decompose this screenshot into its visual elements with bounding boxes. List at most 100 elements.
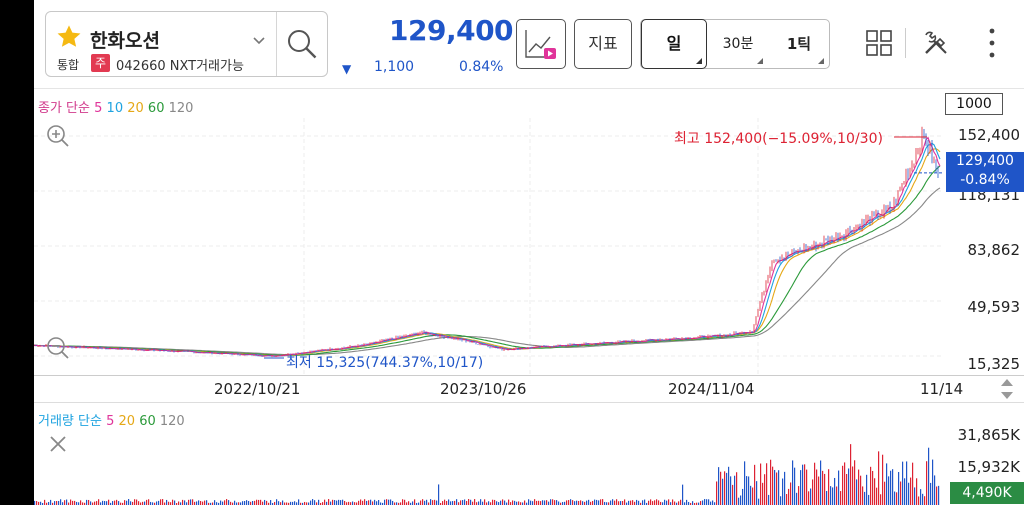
volume-bar: [382, 502, 384, 505]
volume-bar: [312, 499, 314, 505]
volume-bar: [740, 495, 742, 505]
volume-bar: [238, 502, 240, 505]
indicator-button[interactable]: 지표: [574, 19, 632, 69]
price-ma-legend[interactable]: 종가 단순 5 10 20 60 120: [38, 97, 193, 116]
volume-bar: [68, 502, 70, 505]
volume-bar: [584, 501, 586, 505]
volume-bar: [178, 501, 180, 505]
volume-bar: [170, 502, 172, 505]
volume-bar: [758, 498, 760, 505]
volume-bar: [180, 502, 182, 505]
volume-bar: [146, 499, 148, 505]
volume-bar: [378, 500, 380, 505]
star-icon[interactable]: [55, 23, 83, 51]
period-30min-button[interactable]: 30분: [722, 36, 754, 52]
stock-selector[interactable]: 한화오션 통합 주 042660 NXT거래가능: [45, 11, 328, 77]
volume-bar: [872, 470, 874, 505]
volume-bar: [752, 487, 754, 505]
volume-bar: [580, 500, 582, 505]
volume-bar: [182, 499, 184, 505]
volume-bar: [904, 478, 906, 505]
volume-bar: [206, 500, 208, 505]
volume-bar: [638, 500, 640, 505]
vol-ma120-label: 120: [159, 414, 185, 429]
volume-bar: [120, 502, 122, 505]
period-tick-button[interactable]: 1틱: [786, 35, 812, 53]
volume-bar: [162, 499, 164, 505]
volume-bar: [900, 481, 902, 505]
volume-bar: [776, 472, 778, 505]
volume-bar: [522, 502, 524, 505]
x-tick: 2024/11/04: [668, 380, 755, 398]
volume-bar: [450, 501, 452, 505]
volume-bar: [362, 500, 364, 505]
volume-bar: [470, 499, 472, 505]
volume-bar: [734, 475, 736, 505]
volume-bar: [544, 500, 546, 505]
period-day-button[interactable]: 일: [641, 19, 707, 69]
volume-bar: [104, 501, 106, 505]
volume-bar: [586, 500, 588, 505]
volume-bar: [494, 499, 496, 505]
volume-bar: [612, 499, 614, 505]
volume-bar: [410, 502, 412, 505]
volume-chart-canvas[interactable]: [34, 430, 942, 505]
zoom-in-icon[interactable]: [46, 124, 70, 148]
volume-bar: [52, 502, 54, 505]
volume-bar: [60, 499, 62, 505]
volume-bar: [804, 464, 806, 505]
price-chart-canvas[interactable]: [34, 118, 942, 376]
volume-bar: [750, 485, 752, 505]
volume-bar: [86, 499, 88, 505]
volume-bar: [520, 502, 522, 505]
tools-icon[interactable]: [922, 29, 950, 57]
volume-bar: [496, 501, 498, 505]
stock-name[interactable]: 한화오션: [90, 30, 160, 52]
volume-bar: [280, 502, 282, 505]
volume-bar: [676, 502, 678, 505]
volume-bar: [764, 474, 766, 505]
volume-bar: [862, 486, 864, 505]
ma-legend-prefix: 종가 단순: [38, 101, 90, 116]
volume-bar: [298, 499, 300, 505]
more-vertical-icon[interactable]: [982, 26, 1002, 60]
volume-bar: [736, 472, 738, 505]
volume-bar: [714, 502, 716, 505]
volume-bar: [148, 499, 150, 505]
scroll-arrows-icon[interactable]: [997, 376, 1017, 402]
volume-bar: [222, 501, 224, 505]
volume-bar: [448, 499, 450, 505]
vol-legend-prefix: 거래량 단순: [38, 414, 102, 429]
layout-grid-icon[interactable]: [866, 30, 892, 56]
volume-bar: [546, 500, 548, 505]
candle-count-box[interactable]: 1000: [945, 93, 1003, 115]
corner-marker: [696, 58, 702, 64]
chevron-down-icon[interactable]: [252, 34, 266, 48]
search-icon[interactable]: [286, 28, 318, 60]
volume-bar: [488, 501, 490, 505]
chart-type-button[interactable]: [516, 19, 566, 69]
ma120-label: 120: [168, 101, 194, 116]
volume-bar: [702, 500, 704, 505]
volume-bar: [710, 501, 712, 505]
volume-ma-legend[interactable]: 거래량 단순 5 20 60 120: [38, 410, 185, 429]
volume-bar: [614, 500, 616, 505]
volume-bar: [256, 499, 258, 505]
volume-bar: [300, 502, 302, 505]
close-icon[interactable]: [48, 434, 68, 454]
volume-bar: [440, 502, 442, 505]
volume-bar: [42, 502, 44, 505]
volume-bar: [212, 502, 214, 505]
volume-bar: [416, 502, 418, 505]
volume-bar: [692, 501, 694, 505]
volume-bar: [482, 501, 484, 505]
volume-bar: [152, 502, 154, 505]
volume-bar: [588, 499, 590, 505]
zoom-out-icon[interactable]: [46, 336, 70, 360]
volume-bar: [132, 501, 134, 505]
volume-bar: [166, 499, 168, 505]
period-day-label: 일: [666, 34, 682, 53]
volume-bar: [786, 494, 788, 505]
volume-bar: [898, 472, 900, 505]
volume-bar: [500, 500, 502, 505]
